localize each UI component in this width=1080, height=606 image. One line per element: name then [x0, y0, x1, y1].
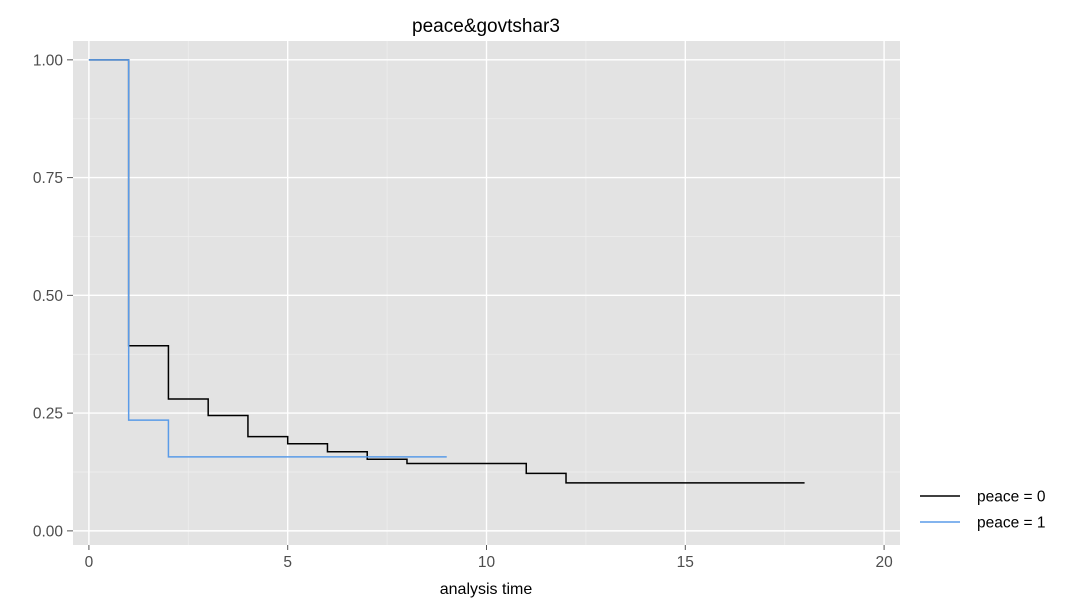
x-tick-label: 0 — [85, 554, 94, 571]
series-line — [88, 59, 447, 458]
series-line — [88, 59, 805, 484]
y-tick-label: 0.00 — [33, 523, 64, 540]
x-tick-label: 20 — [875, 554, 893, 571]
legend-label: peace = 1 — [977, 515, 1046, 532]
chart-title: peace&govtshar3 — [412, 16, 560, 37]
y-tick-label: 0.50 — [33, 288, 64, 305]
y-tick-label: 0.75 — [33, 170, 63, 187]
x-tick-label: 5 — [283, 554, 292, 571]
y-tick-label: 0.25 — [33, 406, 63, 423]
y-tick-labels: 0.00 0.25 0.50 0.75 1.00 — [33, 52, 64, 540]
x-tick-label: 15 — [677, 554, 694, 571]
x-tick-labels: 0 5 10 15 20 — [85, 554, 894, 571]
x-axis-label: analysis time — [440, 581, 533, 598]
axis-ticks — [67, 59, 885, 550]
y-tick-label: 1.00 — [33, 52, 64, 69]
legend-label: peace = 0 — [977, 489, 1046, 506]
x-tick-label: 10 — [478, 554, 496, 571]
legend: peace = 0 peace = 1 — [920, 489, 1046, 532]
major-gridlines — [73, 41, 900, 545]
series-lines — [88, 59, 805, 484]
